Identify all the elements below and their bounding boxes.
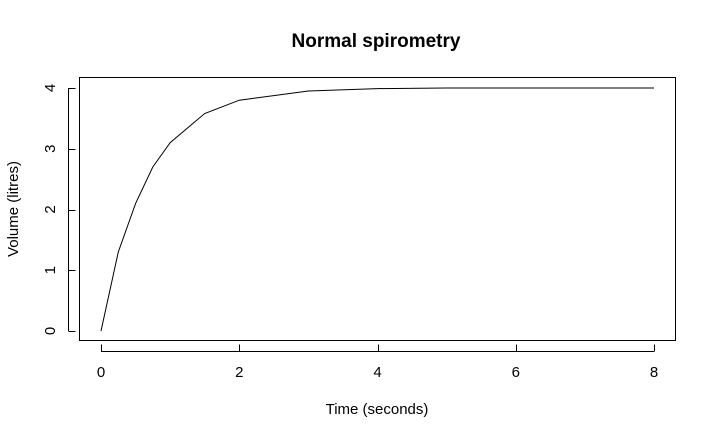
y-tick-label: 4	[42, 84, 59, 92]
x-tick-label: 0	[97, 364, 105, 381]
y-axis: 0 1 2 3 4	[42, 84, 76, 335]
series-layer	[100, 87, 654, 332]
x-tick-label: 6	[512, 364, 520, 381]
y-tick-label: 3	[42, 145, 59, 153]
plot-frame	[79, 77, 676, 341]
y-tick-label: 2	[42, 205, 59, 213]
x-tick-label: 8	[650, 364, 658, 381]
x-axis: 0 2 4 6 8	[97, 344, 658, 381]
x-tick-label: 2	[235, 364, 243, 381]
y-tick-label: 0	[42, 327, 59, 335]
x-tick-label: 4	[373, 364, 381, 381]
y-tick-label: 1	[42, 266, 59, 274]
series-line	[100, 87, 654, 332]
chart-title: Normal spirometry	[292, 31, 461, 52]
y-axis-label: Volume (litres)	[5, 161, 22, 257]
x-axis-label: Time (seconds)	[326, 401, 429, 418]
